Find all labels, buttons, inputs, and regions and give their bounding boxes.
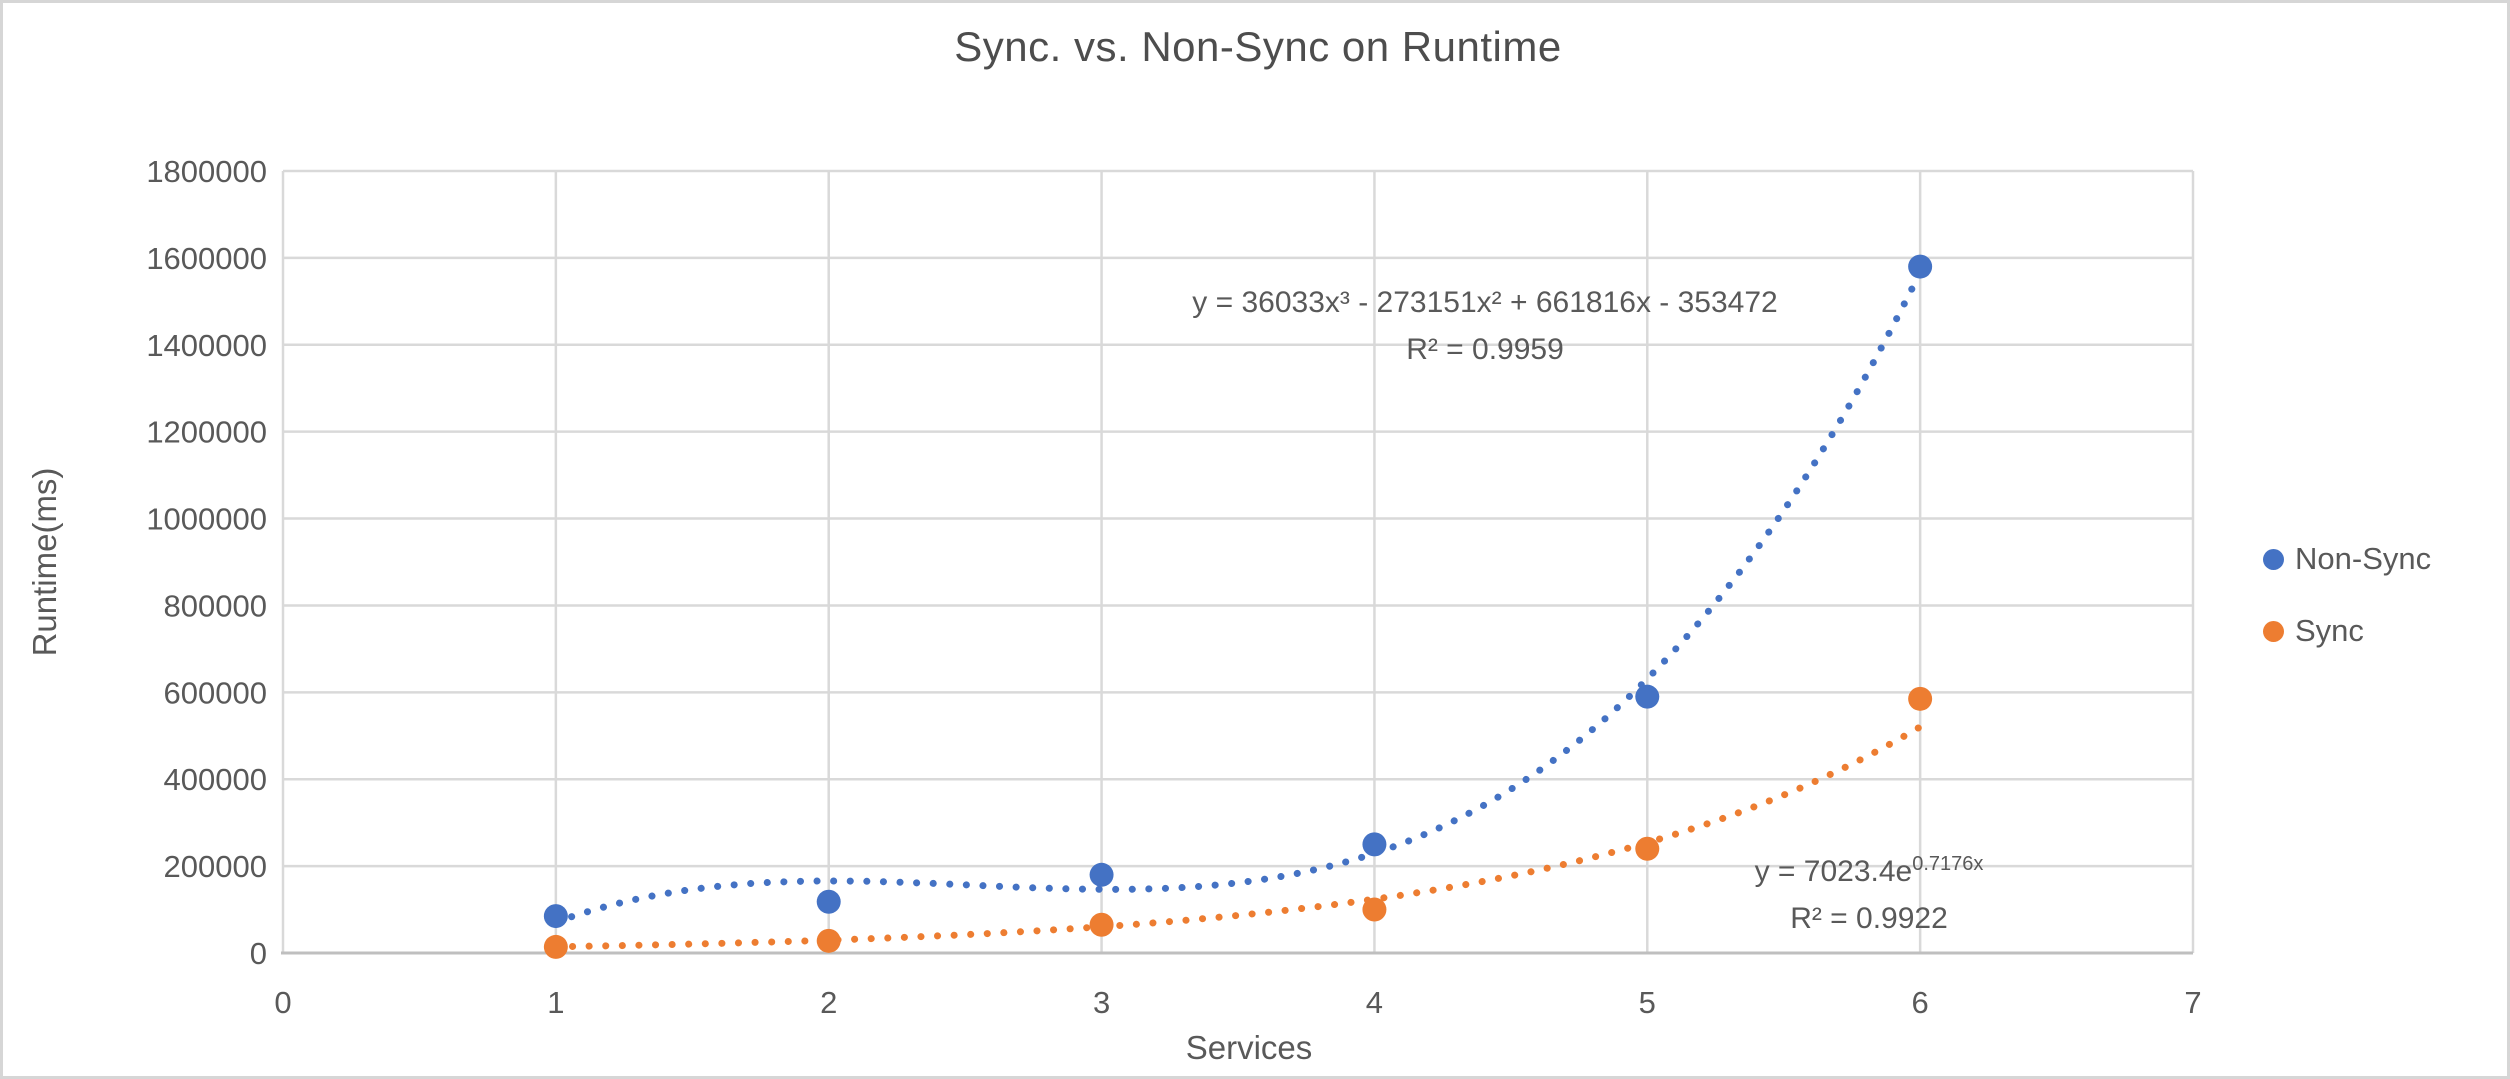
y-axis-title: Runtime(ms) xyxy=(26,467,63,657)
data-point-sync xyxy=(1362,897,1387,922)
y-tick-label: 1200000 xyxy=(146,415,267,450)
series-sync-points xyxy=(543,686,1933,959)
legend-item-nonsync: Non-Sync xyxy=(2263,541,2431,577)
x-tick-label: 4 xyxy=(1366,985,1383,1020)
y-tick-label: 1000000 xyxy=(146,502,267,537)
y-tick-label: 1600000 xyxy=(146,241,267,276)
chart-title: Sync. vs. Non-Sync on Runtime xyxy=(954,23,1562,70)
x-tick-label: 0 xyxy=(274,985,291,1020)
y-tick-label: 600000 xyxy=(164,675,267,710)
x-axis-title: Services xyxy=(1185,1029,1313,1066)
trendline-label-nonsync: y = 36033x³ - 273151x² + 661816x - 35347… xyxy=(1192,279,1777,373)
series-non-sync-points xyxy=(543,254,1933,929)
y-tick-label: 0 xyxy=(250,936,267,971)
trendline-equation-sync: y = 7023.4e0.7176x xyxy=(1755,841,1984,895)
y-tick-label: 800000 xyxy=(164,588,267,623)
data-point-non-sync xyxy=(543,904,568,929)
equation-base: y = 7023.4e xyxy=(1754,855,1913,888)
x-tick-label: 5 xyxy=(1639,985,1656,1020)
data-point-sync xyxy=(1635,836,1660,861)
gridlines xyxy=(281,169,2195,953)
y-tick-label: 400000 xyxy=(164,762,267,797)
x-tick-label: 6 xyxy=(1912,985,1929,1020)
data-point-non-sync xyxy=(1635,684,1660,709)
trendline-non-sync xyxy=(552,268,1924,926)
trendline-rsquared-sync: R² = 0.9922 xyxy=(1790,902,1948,935)
data-point-sync xyxy=(1089,912,1114,937)
x-tick-label: 2 xyxy=(820,985,837,1020)
legend-label-nonsync: Non-Sync xyxy=(2295,541,2432,576)
data-point-non-sync xyxy=(1089,862,1114,887)
data-point-non-sync xyxy=(1908,254,1933,279)
trendline-rsquared-nonsync: R² = 0.9959 xyxy=(1406,333,1564,366)
data-point-sync xyxy=(543,934,568,959)
trendline-equation-nonsync: y = 36033x³ - 273151x² + 661816x - 35347… xyxy=(1192,286,1778,319)
x-tick-label: 1 xyxy=(547,985,564,1020)
x-tick-label: 3 xyxy=(1093,985,1110,1020)
legend-marker-sync-icon xyxy=(2263,620,2284,642)
equation-exponent: 0.7176x xyxy=(1912,853,1984,875)
plot-area: 0 200000 400000 600000 800000 1000000 1200000 1… xyxy=(146,154,2201,1020)
trendline-sync xyxy=(552,723,1924,951)
x-axis-tick-labels: 0 1 2 3 4 5 6 7 xyxy=(274,985,2201,1020)
y-tick-label: 1400000 xyxy=(146,328,267,363)
legend-item-sync: Sync xyxy=(2263,613,2431,649)
legend-label-sync: Sync xyxy=(2295,613,2364,648)
legend: Non-Sync Sync xyxy=(2263,541,2431,685)
data-point-non-sync xyxy=(1362,832,1387,857)
legend-marker-nonsync-icon xyxy=(2263,548,2284,570)
data-point-sync xyxy=(1908,686,1933,711)
x-tick-label: 7 xyxy=(2184,985,2201,1020)
data-point-non-sync xyxy=(816,889,841,914)
data-point-sync xyxy=(816,928,841,953)
y-axis-tick-labels: 0 200000 400000 600000 800000 1000000 1200000 1… xyxy=(146,154,267,971)
y-tick-label: 1800000 xyxy=(146,154,267,189)
y-tick-label: 200000 xyxy=(164,849,267,884)
trendline-label-sync: y = 7023.4e0.7176x R² = 0.9922 xyxy=(1755,841,1984,942)
